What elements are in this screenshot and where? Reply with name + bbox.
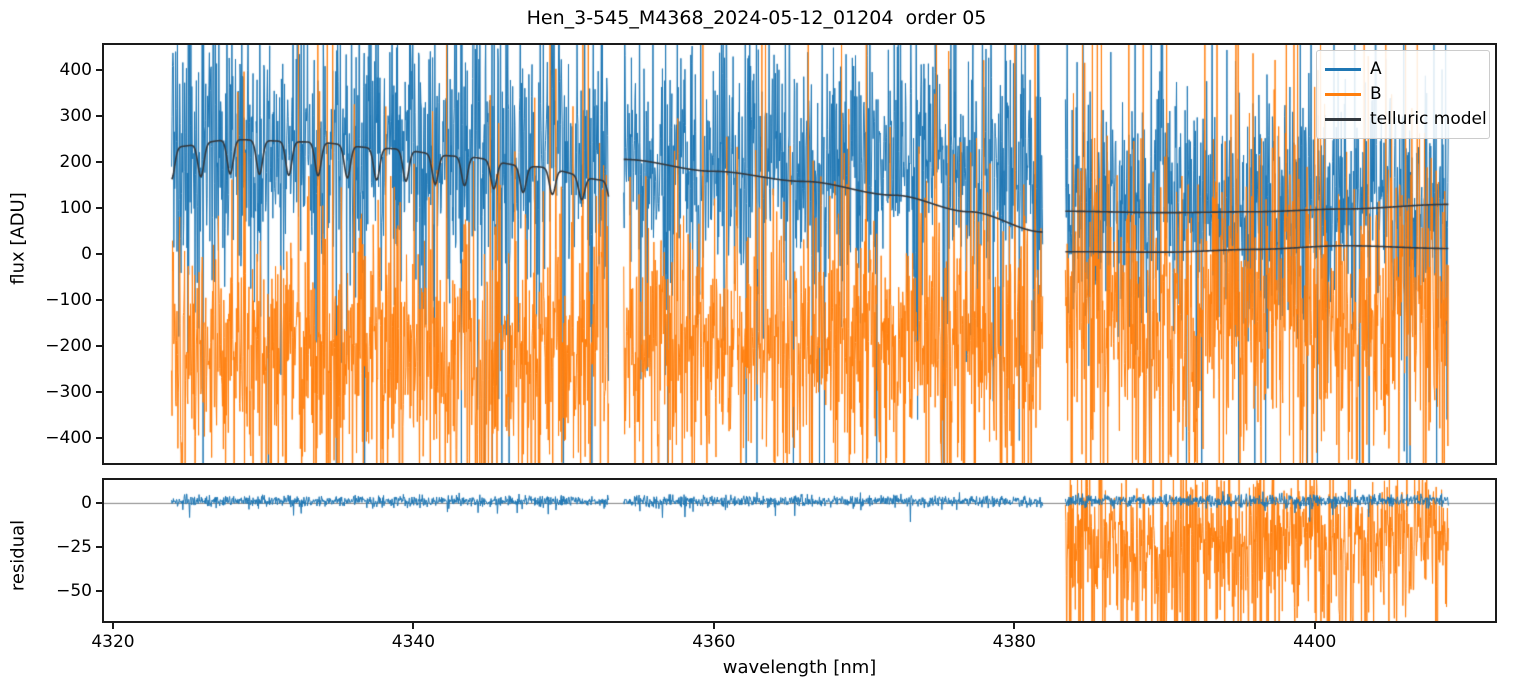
y-tick-mark (96, 501, 102, 504)
page-title: Hen_3-545_M4368_2024-05-12_01204 order 0… (526, 7, 987, 29)
legend-swatch-telluric (1325, 118, 1361, 121)
flux-spectrum-canvas (104, 45, 1495, 463)
legend-entry-telluric: telluric model (1325, 107, 1487, 132)
y-tick-label: −50 (56, 581, 92, 602)
y-tick-label: −200 (45, 335, 92, 356)
flux-plot-axes[interactable] (102, 43, 1497, 465)
x-tick-mark (712, 623, 715, 629)
residual-plot-axes[interactable] (102, 478, 1497, 623)
legend-entry-a: A (1325, 57, 1481, 82)
y-tick-mark (96, 344, 102, 347)
y-tick-mark (96, 390, 102, 393)
legend-swatch-a (1325, 68, 1361, 71)
x-tick-label: 4320 (91, 632, 135, 652)
x-tick-label: 4340 (391, 632, 436, 652)
y-tick-label: 300 (59, 106, 92, 127)
flux-axis-label: flux [ADU] (7, 192, 29, 285)
y-tick-label: 0 (81, 492, 92, 513)
y-tick-label: 100 (59, 198, 92, 219)
legend-label-b: B (1370, 84, 1382, 104)
y-tick-label: −400 (45, 427, 92, 448)
y-tick-label: 400 (59, 60, 92, 81)
x-tick-label: 4400 (1293, 632, 1337, 652)
y-tick-mark (96, 545, 102, 548)
y-tick-label: 200 (59, 152, 92, 173)
y-tick-mark (96, 590, 102, 593)
legend[interactable]: A B telluric model (1316, 50, 1490, 139)
y-tick-label: 0 (81, 244, 92, 264)
residual-axis-label: residual (7, 519, 29, 592)
y-tick-label: −300 (45, 381, 92, 402)
y-tick-mark (96, 436, 102, 439)
x-tick-label: 4380 (992, 632, 1036, 652)
legend-label-telluric: telluric model (1370, 109, 1487, 129)
x-tick-mark (112, 623, 114, 629)
y-tick-mark (96, 298, 102, 301)
y-tick-label: −100 (45, 289, 92, 310)
y-tick-mark (96, 69, 102, 72)
y-tick-mark (96, 253, 102, 255)
y-tick-mark (96, 207, 102, 210)
wavelength-axis-label: wavelength [nm] (722, 657, 877, 678)
x-tick-label: 4360 (692, 632, 736, 652)
x-tick-mark (412, 623, 415, 629)
legend-label-a: A (1370, 59, 1382, 79)
legend-entry-b: B (1325, 82, 1481, 107)
y-tick-label: −25 (56, 536, 92, 557)
y-tick-mark (96, 161, 102, 164)
y-tick-mark (96, 115, 102, 118)
x-tick-mark (1313, 623, 1316, 629)
legend-swatch-b (1325, 93, 1361, 96)
x-tick-mark (1013, 623, 1016, 629)
residual-canvas (104, 480, 1495, 621)
